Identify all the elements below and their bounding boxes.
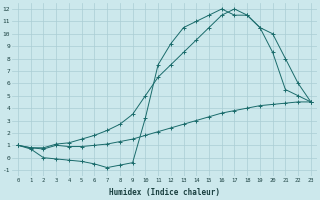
- X-axis label: Humidex (Indice chaleur): Humidex (Indice chaleur): [109, 188, 220, 197]
